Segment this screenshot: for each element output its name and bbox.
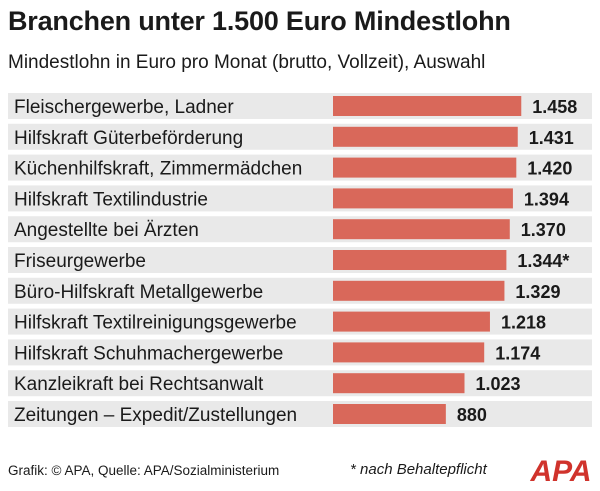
apa-logo: APA (529, 455, 591, 486)
value-label: 1.370 (521, 220, 566, 240)
bar (333, 250, 507, 270)
category-label: Küchenhilfskraft, Zimmermädchen (14, 159, 302, 180)
category-label: Kanzleikraft bei Rechtsanwalt (14, 374, 264, 395)
bar (333, 157, 517, 178)
category-label: Fleischergewerbe, Ladner (14, 97, 234, 118)
footnote: * nach Behaltepflicht (350, 461, 487, 478)
bar (333, 373, 465, 394)
value-label: 1.344* (517, 251, 569, 271)
value-label: 1.458 (532, 97, 577, 117)
category-label: Hilfskraft Schuhmachergewerbe (14, 343, 283, 364)
bar (333, 219, 510, 240)
bar (333, 126, 518, 147)
row-background (8, 308, 592, 335)
row-background (8, 401, 592, 427)
chart-title: Branchen unter 1.500 Euro Mindestlohn (8, 6, 511, 36)
row-background (8, 339, 592, 366)
value-label: 1.431 (529, 128, 574, 148)
source-note: Grafik: © APA, Quelle: APA/Sozialministe… (8, 463, 280, 478)
category-label: Hilfskraft Güterbeförderung (14, 128, 243, 149)
category-label: Hilfskraft Textilindustrie (14, 189, 208, 210)
value-label: 880 (457, 405, 487, 425)
category-label: Büro-Hilfskraft Metallgewerbe (14, 282, 263, 303)
category-label: Friseurgewerbe (14, 251, 146, 272)
category-label: Hilfskraft Textilreinigungsgewerbe (14, 313, 297, 334)
bar (333, 96, 522, 116)
value-label: 1.329 (515, 282, 560, 302)
row-background (8, 370, 592, 397)
value-label: 1.420 (527, 159, 572, 179)
bar (333, 188, 513, 209)
svg-text:APA: APA (529, 455, 591, 486)
chart-subtitle: Mindestlohn in Euro pro Monat (brutto, V… (8, 52, 486, 73)
bar (333, 342, 485, 363)
bar (333, 404, 446, 424)
bar-chart: Fleischergewerbe, Ladner 1.458 Hilfskraft … (8, 93, 592, 427)
value-label: 1.174 (495, 343, 540, 363)
value-label: 1.218 (501, 313, 546, 333)
category-label: Zeitungen – Expedit/Zustellungen (14, 405, 297, 426)
bar (333, 280, 505, 301)
category-label: Angestellte bei Ärzten (14, 220, 199, 241)
value-label: 1.023 (476, 374, 521, 394)
bar (333, 311, 490, 332)
value-label: 1.394 (524, 189, 569, 209)
